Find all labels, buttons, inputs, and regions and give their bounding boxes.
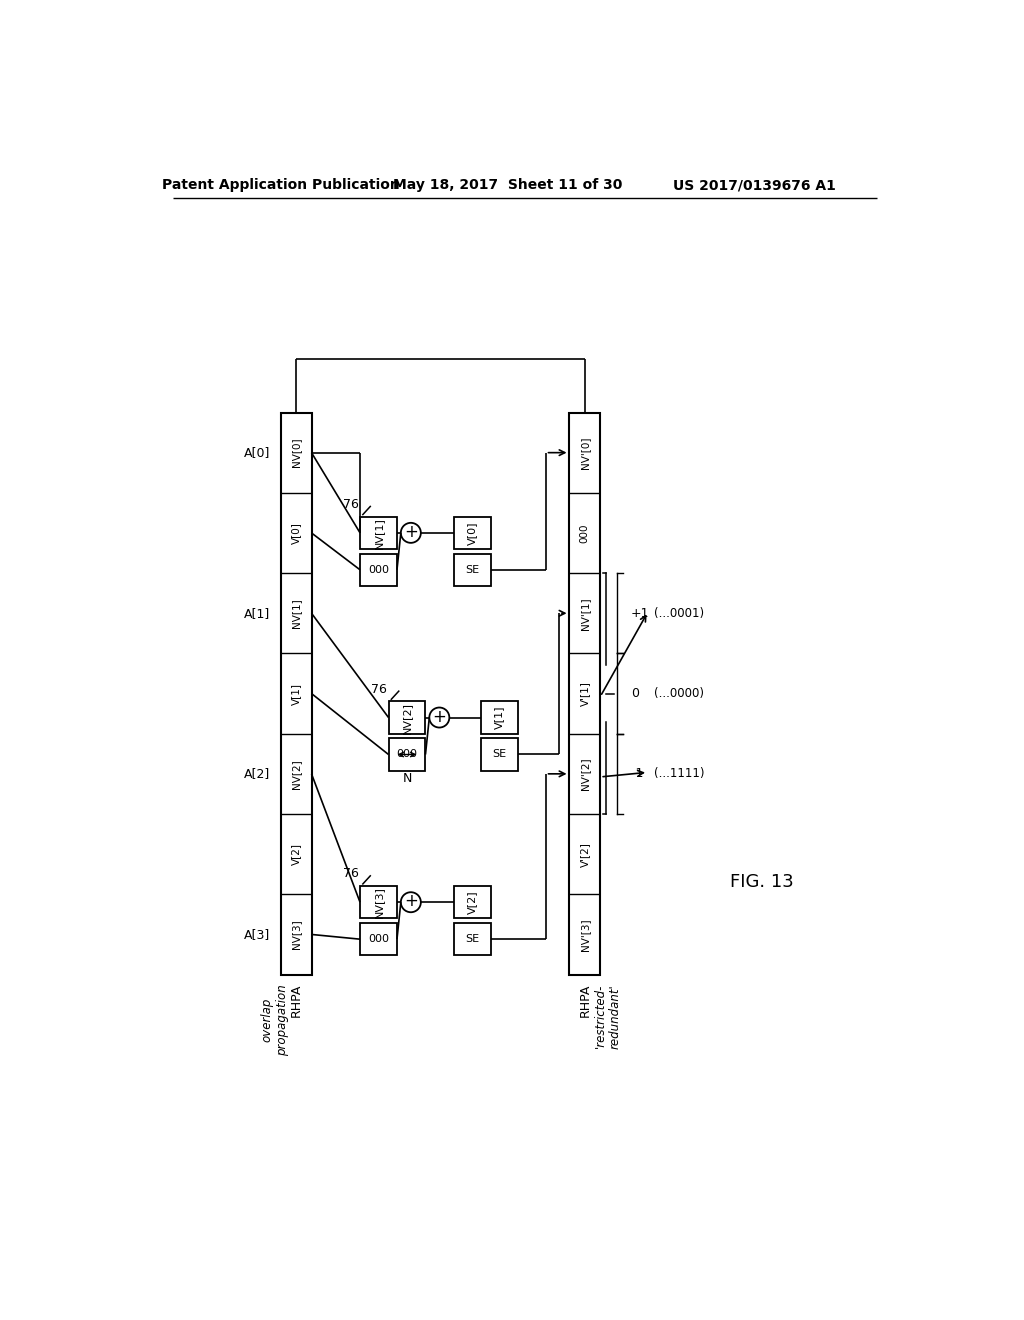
Bar [454, 923, 490, 956]
Bar [454, 886, 490, 919]
Text: NV[1]: NV[1] [374, 517, 384, 549]
Text: US 2017/0139676 A1: US 2017/0139676 A1 [673, 178, 836, 193]
Text: V[2]: V[2] [291, 843, 301, 865]
Bar [569, 413, 600, 974]
Bar [281, 413, 311, 974]
Bar [388, 738, 425, 771]
Text: NV[0]: NV[0] [291, 438, 301, 467]
Text: NV[2]: NV[2] [402, 701, 412, 734]
Text: 76: 76 [343, 498, 358, 511]
Text: A[0]: A[0] [244, 446, 270, 459]
Text: V[0]: V[0] [467, 521, 477, 545]
Text: SE: SE [465, 565, 479, 574]
Text: (...0001): (...0001) [654, 607, 705, 620]
Text: V[2]: V[2] [467, 891, 477, 913]
Text: V[1]: V[1] [495, 706, 505, 729]
Text: +: + [403, 523, 418, 541]
Text: NV'[0]: NV'[0] [580, 437, 590, 469]
Text: (...0000): (...0000) [654, 686, 705, 700]
Text: 000: 000 [396, 750, 418, 759]
Text: 76: 76 [343, 867, 358, 880]
Bar [360, 923, 397, 956]
Text: NV[1]: NV[1] [291, 598, 301, 628]
Text: (...1111): (...1111) [654, 767, 705, 780]
Text: V[0]: V[0] [291, 521, 301, 544]
Text: RHPA: RHPA [579, 983, 592, 1018]
Text: A[1]: A[1] [244, 607, 270, 620]
Bar [360, 553, 397, 586]
Text: 000: 000 [368, 565, 389, 574]
Text: 'restricted-
redundant': 'restricted- redundant' [594, 983, 622, 1048]
Text: NV'[3]: NV'[3] [580, 919, 590, 950]
Text: V'[2]: V'[2] [580, 842, 590, 867]
Text: A[3]: A[3] [244, 928, 270, 941]
Text: NV[2]: NV[2] [291, 759, 301, 789]
Text: +: + [403, 892, 418, 911]
Text: NV[3]: NV[3] [291, 920, 301, 949]
Text: N: N [402, 772, 412, 785]
Text: A[2]: A[2] [244, 767, 270, 780]
Text: V'[1]: V'[1] [580, 681, 590, 706]
Text: -1: -1 [631, 767, 643, 780]
Text: May 18, 2017  Sheet 11 of 30: May 18, 2017 Sheet 11 of 30 [393, 178, 623, 193]
Text: 000: 000 [580, 523, 590, 543]
Bar [360, 886, 397, 919]
Text: SE: SE [465, 935, 479, 944]
Bar [360, 516, 397, 549]
Bar [481, 701, 518, 734]
Text: overlap
propagation: overlap propagation [260, 983, 289, 1056]
Bar [481, 738, 518, 771]
Text: 0: 0 [631, 686, 639, 700]
Bar [454, 553, 490, 586]
Text: SE: SE [493, 750, 507, 759]
Text: NV'[2]: NV'[2] [580, 758, 590, 791]
Bar [388, 701, 425, 734]
Text: V[1]: V[1] [291, 682, 301, 705]
Text: +1: +1 [631, 607, 649, 620]
Bar [454, 516, 490, 549]
Text: NV'[1]: NV'[1] [580, 597, 590, 630]
Text: 000: 000 [368, 935, 389, 944]
Text: FIG. 13: FIG. 13 [730, 874, 794, 891]
Text: 76: 76 [371, 682, 387, 696]
Text: Patent Application Publication: Patent Application Publication [162, 178, 399, 193]
Text: +: + [432, 708, 446, 726]
Text: RHPA: RHPA [290, 983, 303, 1018]
Text: NV[3]: NV[3] [374, 886, 384, 919]
